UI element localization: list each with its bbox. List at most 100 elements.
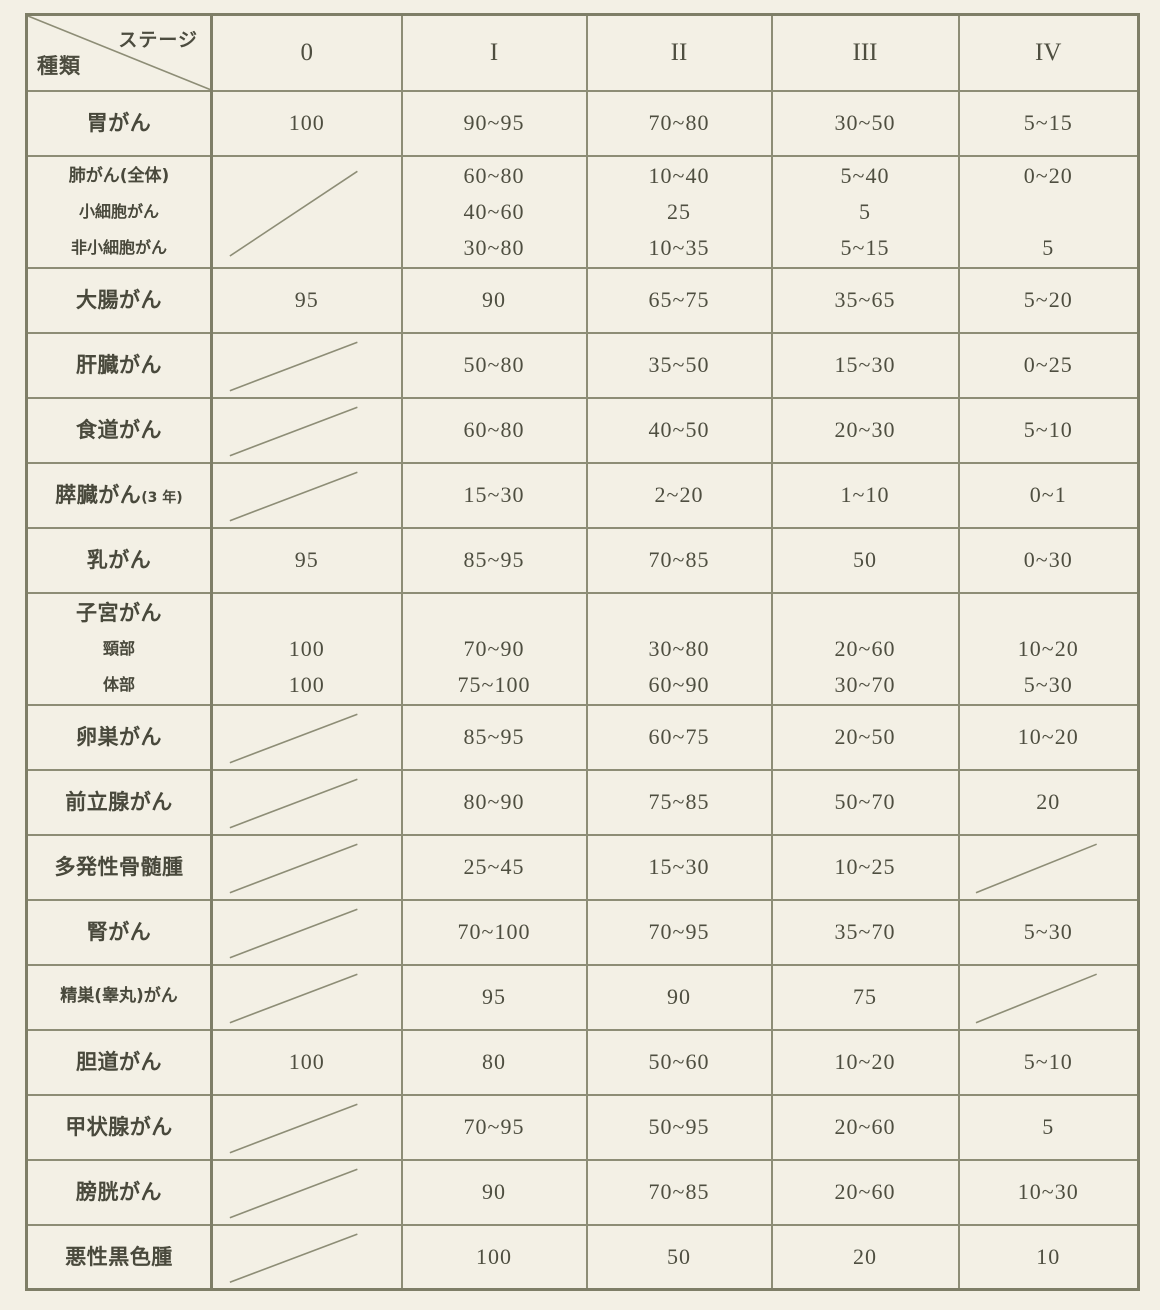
table-row: 子宮がん 頸部 体部 100 100 70~90 75~100 30~80 60~90 20~60…	[25, 591, 1140, 706]
cell-value: 0~1	[1029, 481, 1067, 507]
value-cell: 90~95	[400, 89, 588, 157]
value-cell: 35~65	[770, 266, 960, 334]
cell-value: 20~30	[834, 416, 896, 442]
row-label-text: 胃がん	[86, 110, 152, 135]
value-cell	[957, 963, 1140, 1031]
value-cell: 20~50	[770, 703, 960, 771]
value-cell	[210, 898, 403, 966]
diagonal-slash	[213, 399, 401, 462]
value-cell: 60~80 40~60 30~80	[400, 154, 588, 269]
row-label-cell: 子宮がん 頸部 体部	[25, 591, 213, 706]
value-cell	[957, 833, 1140, 901]
table-row: 腎がん 70~100 70~95 35~70 5~30	[25, 898, 1140, 966]
corner-label-kind: 種類	[37, 53, 81, 78]
row-label-text: 膵臓がん	[55, 482, 142, 507]
cell-value: 70~95	[648, 918, 710, 944]
table-row: 甲状腺がん 70~95 50~95 20~60 5	[25, 1093, 1140, 1161]
cell-value: 35~65	[834, 286, 896, 312]
row-label: 多発性骨髄腫	[28, 854, 210, 880]
row-sublabel: 小細胞がん	[78, 201, 159, 221]
row-label-cell: 前立腺がん	[25, 768, 213, 836]
value-cell: 70~90 75~100	[400, 591, 588, 706]
row-label: 悪性黒色腫	[28, 1244, 210, 1270]
stage-column-header-3: III	[770, 13, 960, 92]
row-label-text: 前立腺がん	[65, 789, 173, 814]
row-sublabel: 体部	[102, 674, 135, 694]
value-cell: 70~100	[400, 898, 588, 966]
cell-value: 30~70	[834, 671, 896, 697]
value-cell: 30~50	[770, 89, 960, 157]
row-label-cell: 卵巣がん	[25, 703, 213, 771]
value-cell: 5~30	[957, 898, 1140, 966]
row-label: 腎がん	[28, 919, 210, 945]
value-cell: 20~60	[770, 1093, 960, 1161]
cell-value: 20~60	[834, 1178, 896, 1204]
row-label: 膵臓がん(3 年)	[28, 482, 210, 508]
cell-value: 10	[1036, 1243, 1061, 1269]
cell-value: 15~30	[648, 853, 710, 879]
row-sublabel: 頸部	[102, 638, 135, 658]
diagonal-slash	[213, 771, 401, 834]
value-cell: 50	[585, 1223, 773, 1291]
value-cell: 10	[957, 1223, 1140, 1291]
diagonal-slash	[960, 966, 1138, 1029]
cell-value: 5~20	[1023, 286, 1073, 312]
cell-value: 75~100	[457, 671, 531, 697]
cell-value: 40~60	[463, 198, 525, 224]
value-cell: 85~95	[400, 526, 588, 594]
cell-value: 90	[482, 286, 506, 312]
value-cell	[210, 768, 403, 836]
row-label-text: 肺がん(全体)	[68, 165, 170, 186]
cell-value: 2~20	[654, 481, 704, 507]
value-cell: 35~50	[585, 331, 773, 399]
value-cell: 5~40 5 5~15	[770, 154, 960, 269]
row-label-cell: 大腸がん	[25, 266, 213, 334]
diagonal-slash	[213, 966, 401, 1029]
row-label-cell: 乳がん	[25, 526, 213, 594]
table-body: 胃がん 100 90~95 70~80 30~50 5~15 肺がん(全体) 小細胞がん 非小細…	[25, 89, 1140, 1291]
value-cell: 25~45	[400, 833, 588, 901]
cell-value: 90	[482, 1178, 506, 1204]
row-label: 子宮がん	[28, 595, 210, 631]
value-cell: 65~75	[585, 266, 773, 334]
cell-value: 80~90	[463, 788, 525, 814]
cell-value: 95	[482, 983, 506, 1009]
value-cell: 10~20	[957, 703, 1140, 771]
value-cell: 5~10	[957, 396, 1140, 464]
cell-value: 20	[1036, 788, 1061, 814]
table-row: 膵臓がん(3 年) 15~30 2~20 1~10 0~1	[25, 461, 1140, 529]
diagonal-slash	[213, 157, 401, 267]
row-label-cell: 胆道がん	[25, 1028, 213, 1096]
cell-value: 10~20	[1017, 723, 1079, 749]
cell-value: 25	[667, 198, 691, 224]
row-label: 食道がん	[28, 417, 210, 443]
value-cell: 100	[210, 1028, 403, 1096]
table-row: 大腸がん 95 90 65~75 35~65 5~20	[25, 266, 1140, 334]
value-cell: 50	[770, 526, 960, 594]
row-label-cell: 胃がん	[25, 89, 213, 157]
value-cell: 5~20	[957, 266, 1140, 334]
cell-value: 10~40	[648, 162, 710, 188]
value-cell: 70~85	[585, 526, 773, 594]
table-row: 乳がん 95 85~95 70~85 50 0~30	[25, 526, 1140, 594]
value-cell: 0~30	[957, 526, 1140, 594]
row-label-text: 悪性黒色腫	[65, 1244, 173, 1269]
table-row: 肺がん(全体) 小細胞がん 非小細胞がん 60~80 40~60 30~80 10~40 25…	[25, 154, 1140, 269]
stage-column-header-0: 0	[210, 13, 403, 92]
cell-value: 70~80	[648, 109, 710, 135]
row-label-cell: 肝臓がん	[25, 331, 213, 399]
cell-value: 5	[1042, 234, 1055, 260]
cell-value: 30~80	[463, 234, 525, 260]
row-label-text: 精巣(睾丸)がん	[60, 986, 178, 1007]
diagonal-slash	[213, 706, 401, 769]
row-label-cell: 膵臓がん(3 年)	[25, 461, 213, 529]
cell-value	[403, 595, 586, 631]
cell-value: 25~45	[463, 853, 525, 879]
value-cell: 1~10	[770, 461, 960, 529]
cell-value: 90	[667, 983, 691, 1009]
value-cell: 10~20	[770, 1028, 960, 1096]
row-label-text: 肝臓がん	[76, 352, 162, 377]
cell-value: 65~75	[648, 286, 710, 312]
cell-value: 100	[476, 1243, 512, 1269]
table-row: 悪性黒色腫 100 50 20 10	[25, 1223, 1140, 1291]
